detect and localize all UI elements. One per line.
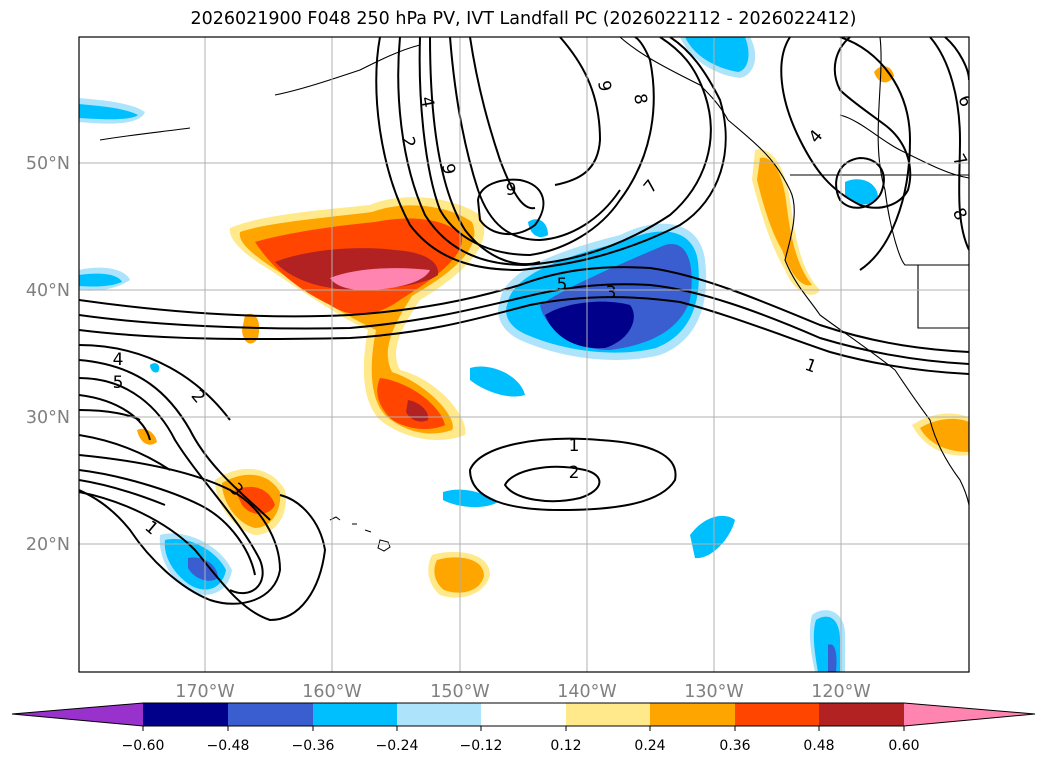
colorbar-tick-label: 0.60	[888, 738, 919, 754]
colorbar-swatch	[566, 703, 650, 726]
colorbar: −0.60 −0.48 −0.36 −0.24 −0.12 0.12 0.24 …	[11, 702, 1036, 754]
colorbar-tick-label: 0.24	[634, 738, 665, 754]
colorbar-tick-label: −0.48	[207, 738, 250, 754]
contour-label: 2	[397, 135, 419, 149]
colorbar-swatch	[481, 703, 566, 726]
contour-label: 4	[805, 126, 827, 147]
contour-label: 5	[557, 275, 568, 295]
lat-label: 30°N	[26, 408, 70, 428]
contour-label: 8	[948, 205, 971, 224]
contour-label: 1	[569, 436, 580, 456]
lon-label: 140°W	[557, 682, 616, 702]
contour-label: 8	[629, 92, 651, 106]
contour-label: 9	[437, 162, 459, 176]
hawaii-islands	[329, 516, 391, 552]
contour-label: 3	[606, 283, 617, 303]
longitude-labels: 170°W 160°W 150°W 140°W 130°W 120°W	[175, 682, 870, 702]
gridlines	[79, 37, 969, 672]
colorbar-max-extension	[904, 703, 1035, 726]
contour-label: 1	[802, 355, 819, 377]
colorbar-swatch	[228, 703, 313, 726]
contour-label: 9	[506, 180, 517, 200]
colorbar-tick-label: −0.24	[376, 738, 419, 754]
colorbar-tick-label: 0.48	[803, 738, 834, 754]
plot-frame	[78, 36, 970, 673]
colorbar-swatch	[143, 703, 228, 726]
contour-label: 5	[113, 373, 124, 393]
lon-label: 170°W	[175, 682, 234, 702]
colorbar-swatch	[650, 703, 735, 726]
lat-label: 20°N	[26, 535, 70, 555]
colorbar-swatch	[313, 703, 397, 726]
contour-label: 4	[113, 350, 124, 370]
colorbar-tick-label: 0.12	[550, 738, 581, 754]
colorbar-swatch	[735, 703, 819, 726]
colorbar-swatch	[397, 703, 481, 726]
pv-contours	[79, 37, 969, 622]
contour-label: 1	[141, 517, 162, 539]
contour-label: 2	[569, 463, 580, 483]
latitude-labels: 20°N 30°N 40°N 50°N	[26, 154, 70, 555]
colorbar-tick-label: −0.60	[122, 738, 165, 754]
colorbar-tick-label: 0.36	[719, 738, 750, 754]
contour-label: 2	[187, 386, 209, 407]
contour-label: 4	[416, 95, 438, 109]
colorbar-swatch	[819, 703, 904, 726]
lat-label: 50°N	[26, 154, 70, 174]
lon-label: 160°W	[302, 682, 361, 702]
lat-label: 40°N	[26, 281, 70, 301]
colorbar-tick-label: −0.12	[460, 738, 503, 754]
lon-label: 120°W	[811, 682, 870, 702]
map-title: 2026021900 F048 250 hPa PV, IVT Landfall…	[190, 9, 857, 29]
colorbar-tick-label: −0.36	[292, 738, 335, 754]
colorbar-min-extension	[12, 703, 143, 726]
lon-label: 150°W	[430, 682, 489, 702]
contour-label: 7	[640, 176, 662, 197]
contour-label: 9	[593, 79, 615, 93]
lon-label: 130°W	[684, 682, 743, 702]
contour-label: 6	[953, 93, 975, 110]
